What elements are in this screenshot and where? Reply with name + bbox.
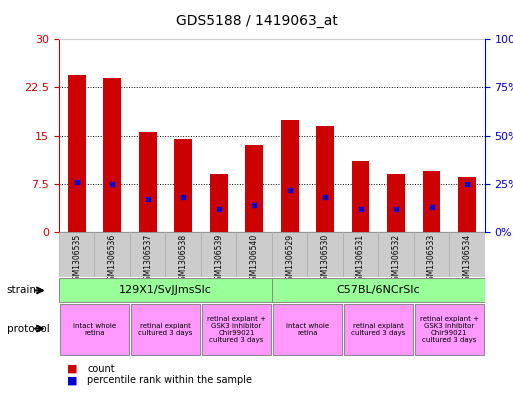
Text: retinal explant +
GSK3 inhibitor
Chir99021
cultured 3 days: retinal explant + GSK3 inhibitor Chir990… xyxy=(207,316,266,343)
Bar xyxy=(103,78,121,232)
Bar xyxy=(139,132,156,232)
Text: GSM1306529: GSM1306529 xyxy=(285,234,294,285)
Bar xyxy=(174,139,192,232)
Text: retinal explant
cultured 3 days: retinal explant cultured 3 days xyxy=(351,323,405,336)
Bar xyxy=(210,174,228,232)
Bar xyxy=(307,232,343,277)
Bar xyxy=(202,305,271,354)
Bar xyxy=(316,126,334,232)
Text: GSM1306539: GSM1306539 xyxy=(214,234,223,285)
Bar xyxy=(458,177,476,232)
Text: GSM1306538: GSM1306538 xyxy=(179,234,188,285)
Text: strain: strain xyxy=(7,285,36,296)
Bar xyxy=(272,305,342,354)
Bar xyxy=(165,232,201,277)
Bar xyxy=(272,232,307,277)
Text: protocol: protocol xyxy=(7,324,49,334)
Bar xyxy=(59,278,272,302)
Bar xyxy=(415,305,484,354)
Text: ■: ■ xyxy=(67,364,77,374)
Text: GSM1306537: GSM1306537 xyxy=(143,234,152,285)
Text: retinal explant +
GSK3 inhibitor
Chir99021
cultured 3 days: retinal explant + GSK3 inhibitor Chir990… xyxy=(420,316,479,343)
Text: GSM1306533: GSM1306533 xyxy=(427,234,436,285)
Bar xyxy=(236,232,272,277)
Text: GDS5188 / 1419063_at: GDS5188 / 1419063_at xyxy=(175,14,338,28)
Text: percentile rank within the sample: percentile rank within the sample xyxy=(87,375,252,386)
Text: GSM1306531: GSM1306531 xyxy=(356,234,365,285)
Text: GSM1306534: GSM1306534 xyxy=(463,234,471,285)
Bar xyxy=(344,305,413,354)
Text: intact whole
retina: intact whole retina xyxy=(286,323,329,336)
Bar xyxy=(272,278,485,302)
Text: retinal explant
cultured 3 days: retinal explant cultured 3 days xyxy=(139,323,192,336)
Bar xyxy=(94,232,130,277)
Bar xyxy=(68,75,86,232)
Bar xyxy=(387,174,405,232)
Text: ■: ■ xyxy=(67,375,77,386)
Text: C57BL/6NCrSlc: C57BL/6NCrSlc xyxy=(337,285,420,295)
Bar xyxy=(414,232,449,277)
Text: GSM1306532: GSM1306532 xyxy=(391,234,401,285)
Bar xyxy=(59,232,94,277)
Bar xyxy=(281,119,299,232)
Bar xyxy=(378,232,414,277)
Bar xyxy=(423,171,441,232)
Bar xyxy=(343,232,378,277)
Text: GSM1306530: GSM1306530 xyxy=(321,234,330,285)
Text: GSM1306535: GSM1306535 xyxy=(72,234,81,285)
Bar xyxy=(130,232,165,277)
Bar xyxy=(449,232,485,277)
Bar xyxy=(245,145,263,232)
Text: count: count xyxy=(87,364,115,374)
Text: 129X1/SvJJmsSlc: 129X1/SvJJmsSlc xyxy=(119,285,212,295)
Bar xyxy=(131,305,200,354)
Text: GSM1306540: GSM1306540 xyxy=(250,234,259,285)
Bar xyxy=(352,161,369,232)
Text: intact whole
retina: intact whole retina xyxy=(73,323,116,336)
Bar xyxy=(201,232,236,277)
Text: GSM1306536: GSM1306536 xyxy=(108,234,117,285)
Bar xyxy=(60,305,129,354)
